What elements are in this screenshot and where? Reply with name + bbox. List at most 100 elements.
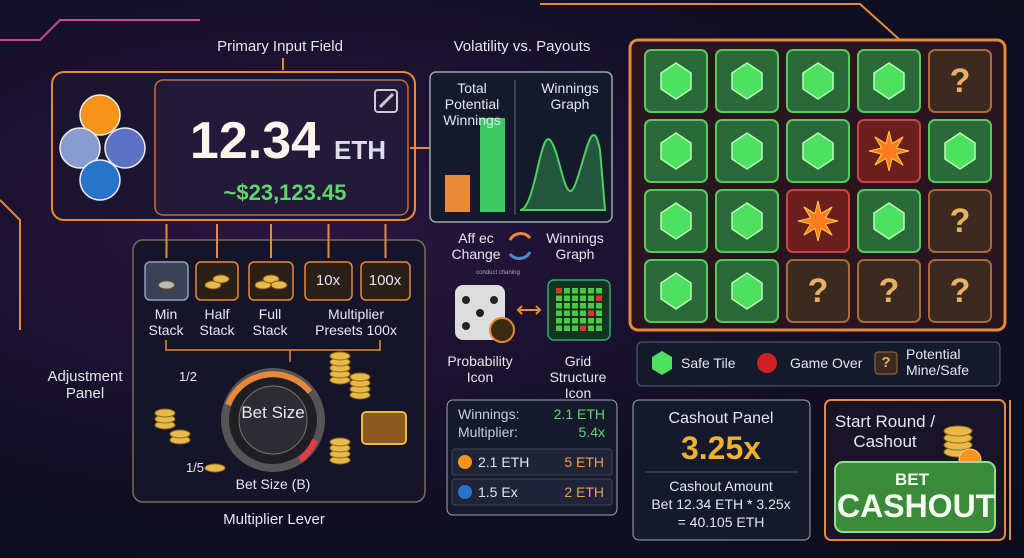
decoration (508, 232, 532, 241)
decoration (564, 295, 570, 301)
gem-icon (944, 132, 976, 170)
decoration (540, 3, 901, 41)
gem-icon (731, 272, 763, 310)
preset-button-label[interactable]: 100x (368, 272, 402, 289)
decoration (580, 288, 586, 294)
decoration (572, 303, 578, 309)
decoration (564, 310, 570, 316)
bet-amount[interactable]: 12.34 (189, 112, 321, 170)
coin-icon (349, 372, 371, 382)
preset-button-label[interactable]: 10x (315, 272, 341, 289)
lever-label: Bet Size (241, 403, 305, 422)
tile[interactable] (928, 259, 992, 323)
legend-label: Safe Tile (681, 355, 736, 371)
cashout-button[interactable] (834, 461, 996, 533)
gem-icon (731, 62, 763, 100)
winnings-row-payout: 2 ETH (564, 484, 604, 500)
input-field[interactable] (154, 79, 409, 216)
mine-icon (868, 130, 910, 172)
decoration (564, 318, 570, 324)
bet-unit: ETH (334, 135, 386, 165)
legend-label: Game Over (790, 355, 863, 371)
coin-icon (458, 455, 472, 469)
bar-icon (445, 175, 470, 212)
crypto-icon (79, 94, 121, 136)
decoration (212, 274, 230, 284)
chart-label: Total Potential Winnings (443, 80, 501, 129)
decoration (580, 318, 586, 324)
edit-button[interactable] (378, 92, 395, 109)
decoration (580, 303, 586, 309)
decoration (580, 310, 586, 316)
winnings-row (451, 478, 613, 506)
tile[interactable] (928, 49, 992, 113)
decoration (596, 318, 602, 324)
multiplier-lever[interactable] (238, 385, 308, 455)
coin-icon (458, 485, 472, 499)
gem-icon (802, 132, 834, 170)
chart-label: Winnings Graph (541, 80, 599, 113)
decoration (588, 325, 594, 331)
decoration (298, 438, 318, 463)
gem-icon (660, 132, 692, 170)
button-label[interactable]: BET (895, 470, 929, 489)
decoration (556, 325, 562, 331)
decoration (556, 318, 562, 324)
preset-button[interactable] (360, 261, 411, 301)
legend-icon: ? (881, 354, 891, 371)
edit-button[interactable] (374, 89, 398, 113)
tile-mark[interactable]: ? (878, 272, 900, 310)
gem-icon (660, 62, 692, 100)
decoration (572, 310, 578, 316)
decoration (204, 280, 222, 290)
decoration (270, 280, 288, 290)
button-caption: Min Stack (148, 306, 184, 339)
decoration (596, 295, 602, 301)
graph-icon (519, 134, 607, 211)
icon-label: Probability Icon (447, 353, 513, 386)
winnings-label: Multiplier: (458, 424, 518, 440)
decoration (556, 303, 562, 309)
decoration (572, 288, 578, 294)
decoration (588, 295, 594, 301)
coin-icon (169, 429, 191, 439)
coin-icon (943, 425, 973, 437)
flow-label: Winnings Graph (546, 230, 604, 263)
crypto-icon (104, 127, 146, 169)
decoration (490, 296, 498, 304)
decoration (596, 288, 602, 294)
lever-mark: 1/2 (178, 369, 198, 384)
question-icon (874, 351, 898, 375)
cashout-label: Cashout Amount (669, 478, 773, 494)
decoration (580, 295, 586, 301)
tile-mark[interactable]: ? (949, 202, 971, 240)
lever-caption: Bet Size (B) (235, 476, 311, 492)
decoration (556, 288, 562, 294)
panel-title: Start Round / Cashout (834, 412, 936, 451)
tile-mark[interactable]: ? (949, 62, 971, 100)
decoration (588, 310, 594, 316)
gem-icon (731, 132, 763, 170)
decoration (516, 305, 542, 315)
decoration (225, 371, 313, 407)
decoration (462, 296, 470, 304)
tile-mark[interactable]: ? (949, 272, 971, 310)
decoration (588, 303, 594, 309)
decoration (564, 303, 570, 309)
mine-icon (757, 353, 777, 373)
decoration (508, 251, 532, 260)
gem-icon (731, 202, 763, 240)
section-label: Primary Input Field (217, 38, 343, 55)
preset-button[interactable] (304, 261, 353, 301)
winnings-row (451, 448, 613, 476)
cashout-panel (632, 399, 811, 541)
tile[interactable] (857, 259, 921, 323)
tile-mark[interactable]: ? (807, 272, 829, 310)
cashout-multiplier: 3.25x (680, 430, 762, 466)
button-label[interactable]: CASHOUT (837, 488, 996, 524)
tile[interactable] (786, 259, 850, 323)
decoration (0, 19, 200, 41)
decoration (556, 310, 562, 316)
tile[interactable] (928, 189, 992, 253)
winnings-value: 5.4x (578, 424, 605, 440)
